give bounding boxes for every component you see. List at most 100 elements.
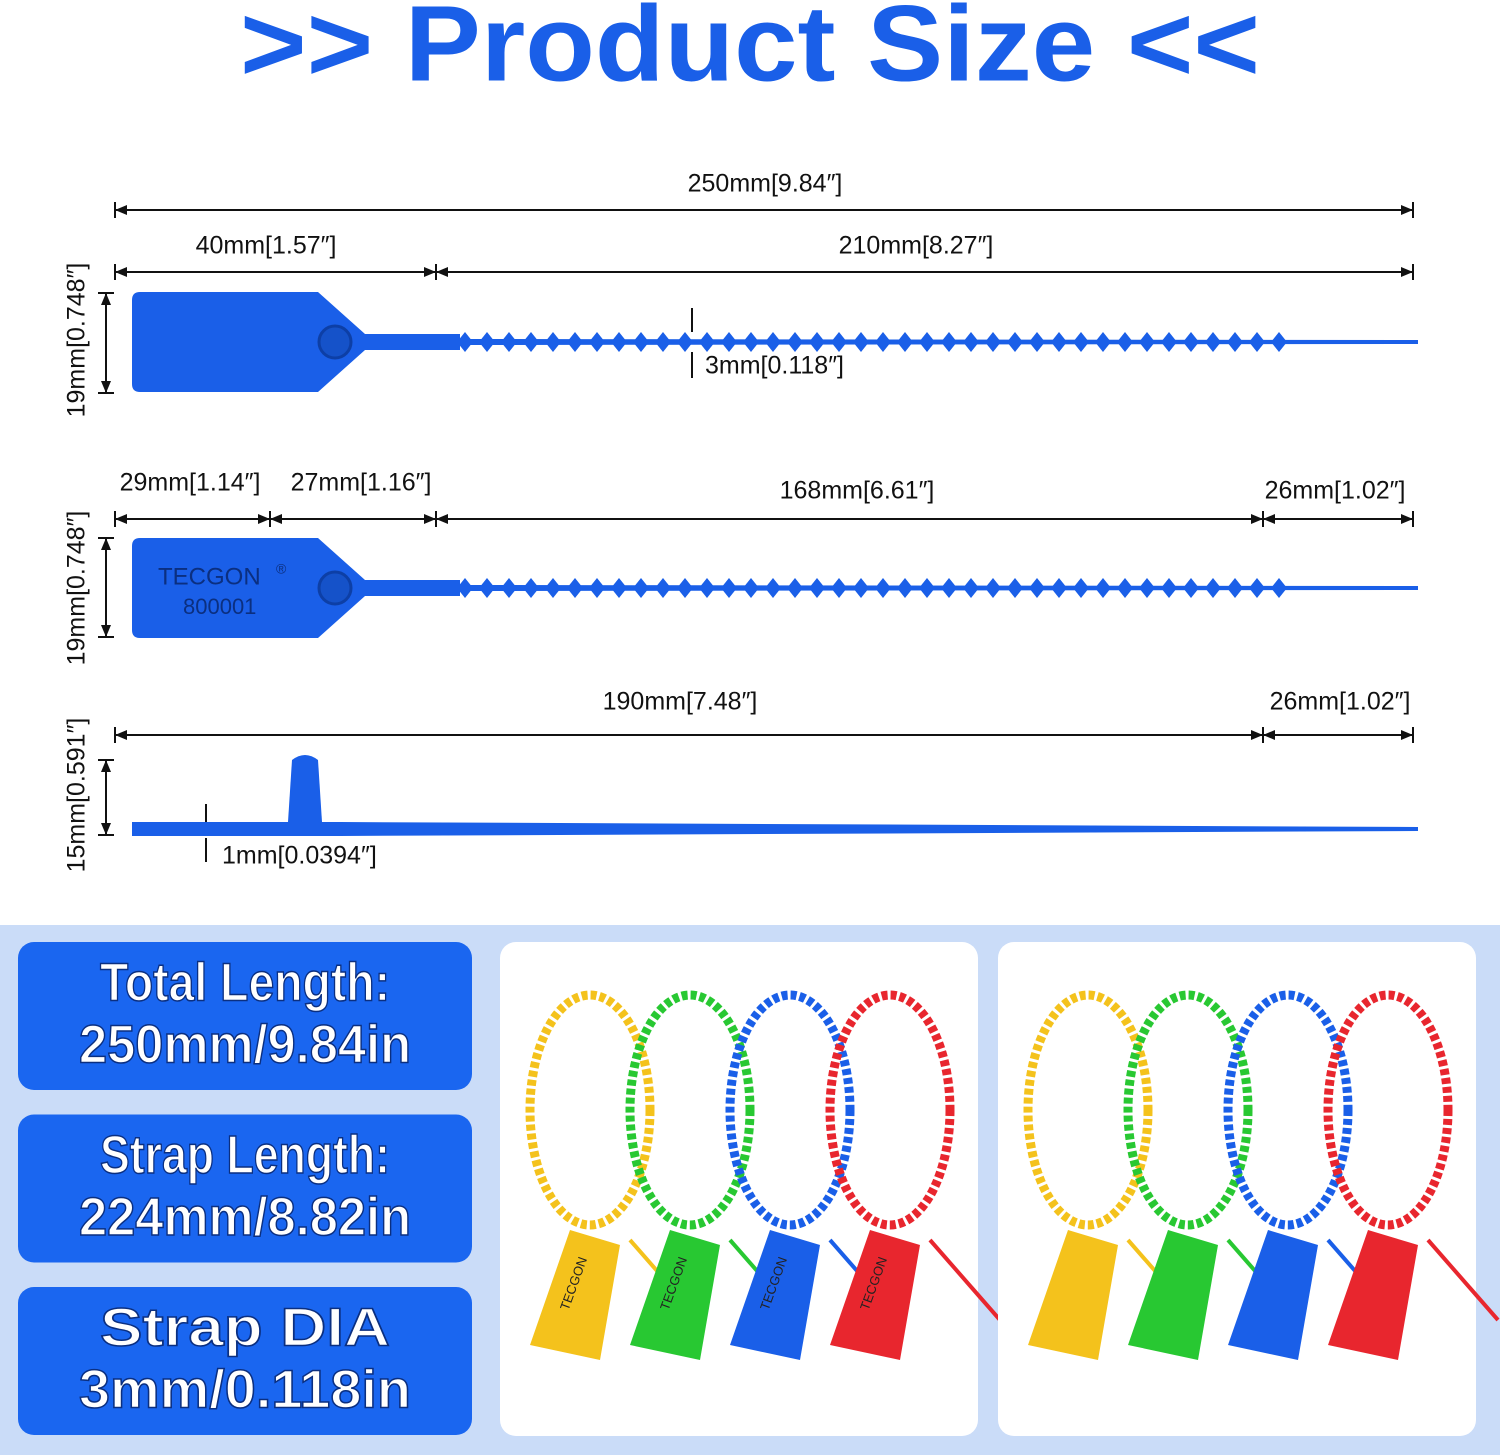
arrow-head <box>258 514 270 524</box>
dimension-label: 15mm[0.591″] <box>63 718 91 873</box>
strap-bead <box>545 332 561 352</box>
strap-bead <box>1205 332 1221 352</box>
spec-label: Total Length: <box>100 952 390 1012</box>
dimension-label: 168mm[6.61″] <box>780 477 935 505</box>
strap-bead <box>479 332 495 352</box>
strap-bead <box>1249 332 1265 352</box>
photo-panel <box>998 942 1476 1436</box>
strap-bead <box>1271 578 1287 598</box>
seal-tag <box>1128 1230 1218 1360</box>
strap-bead <box>985 332 1001 352</box>
seal-tail <box>928 1238 1002 1322</box>
arrow-head <box>115 730 127 740</box>
spec-box <box>18 1287 472 1435</box>
seal-photo: TECGON <box>725 990 902 1360</box>
strap-bead <box>589 332 605 352</box>
strap-bead <box>1227 332 1243 352</box>
strap-bead <box>677 578 693 598</box>
seal-loop <box>625 990 755 1230</box>
strap-bead <box>1029 578 1045 598</box>
strap-bead <box>1161 332 1177 352</box>
arrow-head <box>424 267 436 277</box>
strap-bead <box>853 332 869 352</box>
serial-label: 800001 <box>183 594 256 619</box>
strap-bead <box>743 332 759 352</box>
arrow-head <box>1263 730 1275 740</box>
brand-label: TECGON <box>158 563 261 590</box>
dimension-label: 3mm[0.118″] <box>705 352 844 380</box>
seal-tag <box>530 1230 620 1360</box>
spec-label: Strap Length: <box>100 1125 390 1185</box>
strap-bead <box>1051 578 1067 598</box>
seal-hole <box>317 570 353 606</box>
seal-photo: TECGON <box>825 990 1002 1360</box>
seal-loop <box>825 990 955 1230</box>
seal-head <box>132 292 460 392</box>
strap-bead <box>567 578 583 598</box>
dimension-label: 27mm[1.16″] <box>291 469 432 497</box>
seal-side <box>132 822 1418 836</box>
arrow-head <box>101 823 111 835</box>
strap-bead <box>699 578 715 598</box>
arrow-head <box>436 267 448 277</box>
spec-value: 224mm/8.82in <box>79 1187 411 1247</box>
strap-bead <box>655 578 671 598</box>
seal-loop <box>525 990 655 1230</box>
strap-bead <box>1007 578 1023 598</box>
strap-bead <box>1095 332 1111 352</box>
photo-panel <box>500 942 978 1436</box>
strap-bead <box>1073 578 1089 598</box>
seal-tag <box>1228 1230 1318 1360</box>
arrow-head <box>101 538 111 550</box>
strap-bead <box>875 578 891 598</box>
seal-loop <box>1223 990 1353 1230</box>
arrow-head <box>1251 514 1263 524</box>
dimension-label: 19mm[0.748″] <box>63 263 91 418</box>
arrow-head <box>115 205 127 215</box>
strap-bead <box>787 578 803 598</box>
strap-bead <box>1007 332 1023 352</box>
seal-photo <box>1323 990 1500 1360</box>
strap-bead <box>743 578 759 598</box>
strap-bead <box>765 332 781 352</box>
dimension-label: 40mm[1.57″] <box>196 232 337 260</box>
strap-bead <box>589 578 605 598</box>
arrow-head <box>1401 730 1413 740</box>
strap-bead <box>963 332 979 352</box>
strap-bead <box>633 332 649 352</box>
strap-bead <box>919 332 935 352</box>
strap-bead <box>501 332 517 352</box>
seal-tag <box>1328 1230 1418 1360</box>
strap-bead <box>501 578 517 598</box>
strap-bead <box>1051 332 1067 352</box>
strap-bead <box>523 332 539 352</box>
strap-bead <box>831 332 847 352</box>
strap-bead <box>721 578 737 598</box>
strap-bead <box>919 578 935 598</box>
strap-bead <box>1029 332 1045 352</box>
strap-bead <box>1073 332 1089 352</box>
strap-bead <box>963 578 979 598</box>
arrow-head <box>101 381 111 393</box>
strap-bead <box>787 332 803 352</box>
strap-bead <box>633 578 649 598</box>
strap-bead <box>1117 332 1133 352</box>
spec-value: 250mm/9.84in <box>79 1014 411 1074</box>
strap-bead <box>1139 332 1155 352</box>
strap-bead <box>985 578 1001 598</box>
seal-loop <box>1323 990 1453 1230</box>
arrow-head <box>101 760 111 772</box>
spec-box <box>18 942 472 1090</box>
seal-tag <box>730 1230 820 1360</box>
strap-bead <box>523 578 539 598</box>
arrow-head <box>115 267 127 277</box>
arrow-head <box>1263 514 1275 524</box>
dimension-label: 1mm[0.0394″] <box>222 842 377 870</box>
strap-bead <box>677 332 693 352</box>
registered-mark: ® <box>276 561 287 577</box>
page-title: >> Product Size << <box>240 0 1260 104</box>
strap-bead <box>831 578 847 598</box>
seal-loop <box>1023 990 1153 1230</box>
arrow-head <box>101 625 111 637</box>
